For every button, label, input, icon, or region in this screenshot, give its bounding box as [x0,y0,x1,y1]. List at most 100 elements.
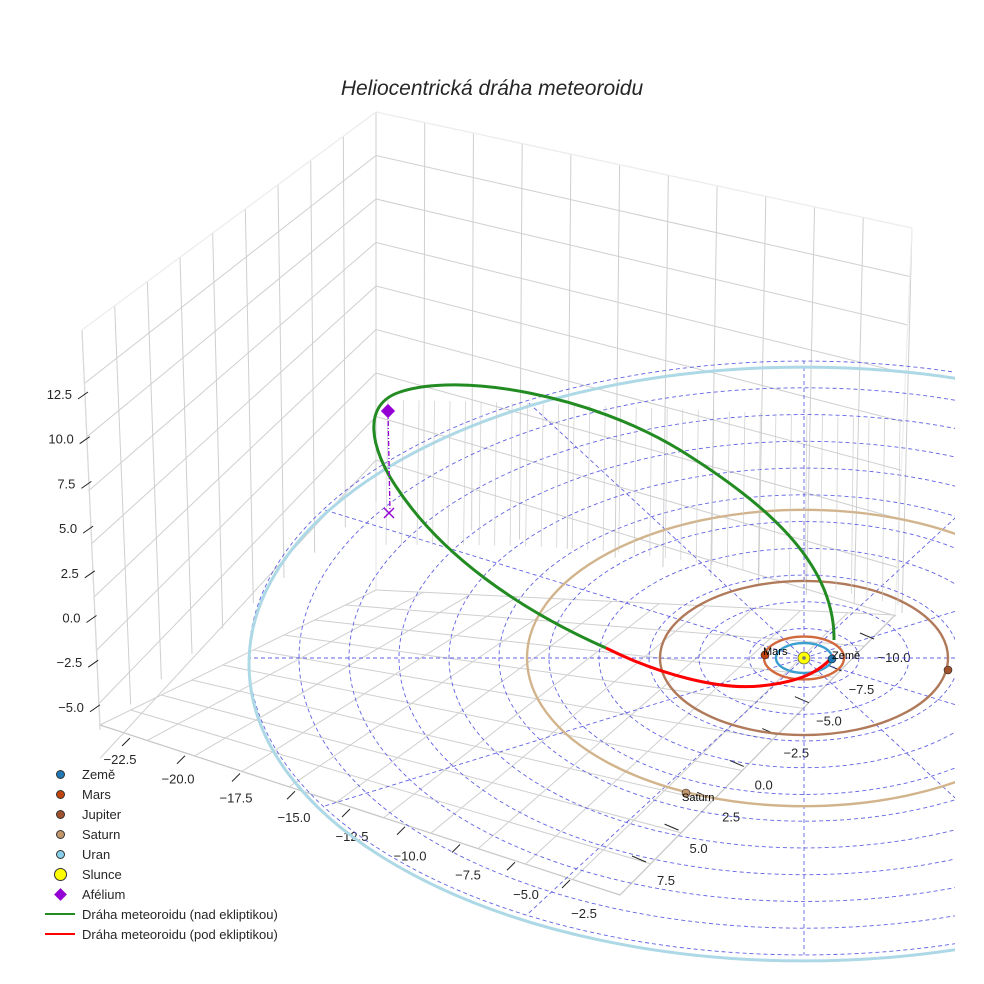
legend-label: Země [82,766,116,782]
legend-label: Jupiter [82,806,122,822]
drop-line [664,408,668,558]
legend-label: Saturn [82,826,121,842]
legend-line-icon [40,924,80,944]
drop-line [463,401,466,545]
drop-line [633,407,637,555]
x-tick-label: −10.0 [394,848,427,863]
legend-dot-icon [40,784,80,804]
drop-line [571,404,575,549]
drop-line [401,400,404,545]
polar-radial [803,657,955,799]
z-tick-label: 10.0 [48,432,73,447]
drop-line [509,402,513,546]
drop-line [711,410,715,565]
y-tick-label: −5.0 [816,714,842,729]
legend-item: Dráha meteoroidu (pod ekliptikou) [40,924,278,944]
y-tick-label: 7.5 [657,873,675,888]
orbit-jupiter [658,579,950,737]
drop-line [680,409,684,561]
legend-diamond-icon [40,884,80,904]
drop-line [897,419,901,606]
legend-dot-icon [40,824,80,844]
legend-item: Země [40,764,278,784]
planet-mars-marker [760,650,770,660]
drop-line [494,402,498,546]
drop-line [773,413,777,577]
legend: Země Mars Jupiter Saturn Uran Slunce Afélium Dr… [40,764,278,944]
legend-label: Mars [82,786,111,802]
legend-dot-icon [40,844,80,864]
planet-label: Mars [763,646,788,658]
polar-ring [398,440,955,876]
legend-item: Uran [40,844,278,864]
planet-jupiter-marker [943,665,953,675]
z-tick-label: 12.5 [47,387,72,402]
drop-line [835,416,839,591]
drop-line [788,414,792,580]
legend-label: Dráha meteoroidu (pod ekliptikou) [82,926,278,942]
drop-line [851,417,854,594]
drop-line [757,412,761,574]
drop-line [866,418,870,598]
planet-markers: Mars Země Jup Saturn [681,646,953,804]
drop-line [695,409,699,563]
polar-radial [803,610,955,659]
planet-země-marker [827,654,837,664]
drop-line [540,403,544,547]
z-tick-label: 2.5 [61,566,79,581]
drop-line [416,400,420,545]
legend-item: Jupiter [40,804,278,824]
drop-line [820,415,823,587]
z-tick-label: −2.5 [57,655,83,670]
legend-item: Mars [40,784,278,804]
y-tick-label: 5.0 [690,841,708,856]
legend-label: Slunce [82,866,122,882]
chart-title: Heliocentrická dráha meteoroidu [341,77,644,100]
legend-item: Dráha meteoroidu (nad ekliptikou) [40,904,278,924]
orbit-above-ecliptic [372,383,836,650]
axes-box-grid [81,111,913,896]
legend-dot-icon [40,804,80,824]
legend-label: Afélium [82,886,126,902]
x-tick-label: −20.0 [162,771,195,786]
legend-item: Slunce [40,864,278,884]
planet-saturn-marker [681,788,691,798]
orbit-uran [247,365,955,963]
legend-line-icon [40,904,80,924]
aphelion-marker-diamond-icon [380,403,396,419]
polar-radial [803,517,955,659]
planet-label: Saturn [682,792,714,804]
drop-line [742,412,746,571]
aphelion-projection-cross-icon [383,507,395,519]
meteoroid-orbit [372,383,836,689]
x-tick-label: −2.5 [571,906,597,921]
x-tick-label: −7.5 [455,868,481,883]
drop-line [447,401,451,545]
aphelion-drop-line [387,410,391,513]
legend-label: Dráha meteoroidu (nad ekliptikou) [82,906,278,922]
drop-line [726,411,730,568]
y-tick-label: −7.5 [849,682,875,697]
z-tick-label: 0.0 [62,611,80,626]
legend-label: Uran [82,846,111,862]
legend-dot-icon [40,764,80,784]
drop-line [556,404,560,548]
x-tick-label: −15.0 [278,810,311,825]
drop-line [478,401,482,546]
x-tick-label: −22.5 [104,752,137,767]
drop-line [432,400,435,545]
polar-ring [648,574,955,742]
legend-dot-icon [40,864,80,884]
planet-orbits [247,365,955,963]
z-tick-label: 7.5 [57,476,75,491]
legend-item: Afélium [40,884,278,904]
y-tick-label: −2.5 [783,746,809,761]
orbit-saturn [525,508,955,808]
drop-line [525,403,529,547]
y-tick-label: 0.0 [755,777,773,792]
y-tick-label: −10.0 [878,650,911,665]
drop-lines [385,399,901,606]
drop-line [587,405,591,550]
